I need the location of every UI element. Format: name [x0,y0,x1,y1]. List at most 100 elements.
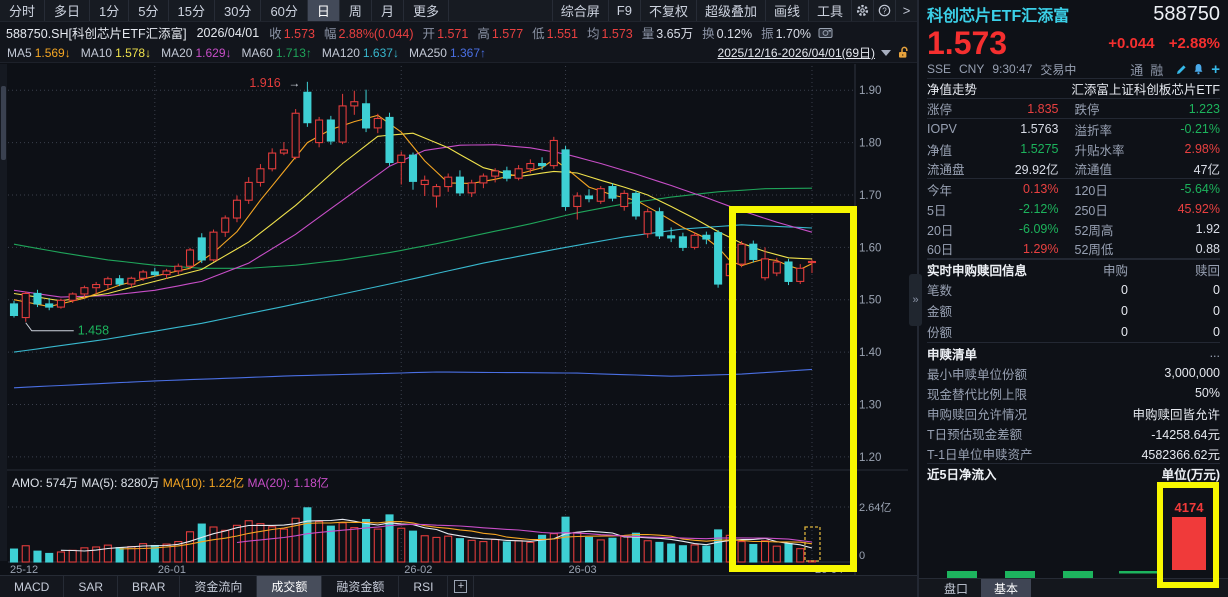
stat-label: 跌停 [1074,103,1100,117]
toolbar-button[interactable]: 不复权 [639,0,696,21]
panel-tab[interactable]: 基本 [981,579,1032,597]
stat-label: 涨停 [927,103,953,117]
period-tab[interactable]: 分时 [0,0,46,21]
price-change: +0.044 +2.88% [1098,35,1220,52]
redemption-row: 申购赎回允许情况 申购赎回皆允许 [927,403,1220,423]
change-absolute: +0.044 [1108,34,1155,52]
ma-value: 1.578↓ [115,45,152,60]
indicator-tab[interactable]: 资金流向 [180,576,258,597]
stat-value: 1.5275 [1020,142,1059,156]
ma-value: 1.713↑ [275,45,312,60]
indicator-tab[interactable]: BRAR [118,576,181,597]
field-label: 振 [761,27,774,41]
ma-value: 1.367↑ [449,45,487,60]
more-ellipsis[interactable]: ... [1209,346,1220,360]
help-icon[interactable]: ? [873,0,895,21]
stat-label: 升贴水率 [1074,143,1125,158]
security-code: 588750 [1153,3,1220,25]
svg-text:26-04: 26-04 [815,564,843,575]
edit-pencil-icon[interactable] [1176,64,1187,75]
subscription-title: 实时申购赎回信息 [927,264,1028,278]
subscription-row: 金额 0 0 [927,300,1220,321]
add-watchlist-icon[interactable]: + [1211,60,1220,78]
toolbar-button[interactable]: 画线 [764,0,808,21]
indicator-tab[interactable]: RSI [399,576,449,597]
svg-text:1.90: 1.90 [859,85,881,97]
screenshot-icon[interactable] [818,26,834,39]
period-tab[interactable]: 1分 [90,0,130,21]
panel-tab[interactable]: 盘口 [944,581,969,596]
ma-value: 1.569↓ [34,45,71,60]
svg-text:1.50: 1.50 [859,295,881,307]
stat-value: 29.92亿 [1014,163,1059,177]
subscription-row: 笔数 0 0 [927,279,1220,300]
row-value: 0 [1121,324,1128,339]
trading-status: 交易中 [1040,62,1077,77]
left-scrollbar[interactable] [0,64,7,561]
quote-field: 幅 2.88%(0.044) [324,27,414,41]
field-label: 高 [477,27,490,41]
period-tab[interactable]: 15分 [169,0,215,21]
toolbar-button[interactable]: 综合屏 [551,0,608,21]
indicator-tab[interactable]: 融资金额 [322,576,400,597]
stat-row: 净值 1.5275 升贴水率 2.98% [927,139,1220,159]
stat-label: 60日 [927,243,954,257]
indicator-tab[interactable]: SAR [64,576,119,597]
period-tab[interactable]: 60分 [261,0,308,21]
stat-value: 1.29% [1023,241,1059,256]
row-label: 笔数 [927,284,953,298]
toolbar-button[interactable]: 超级叠加 [695,0,765,21]
svg-text:AMO: 574万 MA(5): 8280万 MA(10: AMO: 574万 MA(5): 8280万 MA(10): 1.22亿 MA(… [12,475,329,490]
field-value: 1.573 [283,27,315,41]
ma-legend-item: MA120 1.637↓ [322,46,399,60]
period-tab[interactable]: 5分 [129,0,169,21]
fund-nav-row[interactable]: 净值走势 汇添富上证科创板芯片ETF [927,79,1220,99]
trade-date-label: 2026/04/01 [196,25,260,40]
period-tab[interactable]: 周 [340,0,372,21]
alert-bell-icon[interactable] [1193,63,1204,75]
indicator-tab[interactable]: 成交额 [257,576,323,597]
row-value: 50% [1194,386,1220,400]
period-tab[interactable]: 多日 [45,0,91,21]
svg-text:4174: 4174 [1175,500,1205,515]
svg-text:1.70: 1.70 [859,190,881,202]
date-range-link[interactable]: 2025/12/16-2026/04/01(69日) [717,46,875,60]
field-value: 1.577 [491,27,524,41]
svg-text:0: 0 [859,550,865,562]
field-value: 1.573 [601,27,633,41]
period-tab[interactable]: 日 [307,0,340,21]
redemption-row: 现金替代比例上限 50% [927,383,1220,403]
stat-value: -2.12% [1018,202,1059,216]
toolbar-button[interactable]: 工具 [807,0,851,21]
stat-label: 今年 [927,183,953,198]
stat-label: 净值 [927,143,953,158]
chevron-down-icon[interactable] [881,49,891,56]
field-value: 0.12% [716,27,753,41]
period-tab[interactable]: 更多 [404,0,449,21]
stat-label: 5日 [927,203,947,218]
panel-collapse-handle[interactable]: » [909,274,922,326]
scrollbar-thumb[interactable] [1,86,6,160]
add-indicator-button[interactable]: + [448,576,475,597]
indicator-tabbar: MACD SAR BRAR 资金流向 成交额 融资金额 RSI + [0,575,917,597]
stat-label: 20日 [927,223,954,238]
settings-gear-icon[interactable] [851,0,873,21]
row-label: 最小申赎单位份额 [927,367,1028,382]
svg-text:→: → [288,76,300,90]
stat-value: -5.64% [1180,182,1220,196]
stats-grid: 涨停 1.835 跌停 1.223 IOPV 1.5763 溢折率 -0.21% 净值 1.527… [927,99,1220,259]
period-tab[interactable]: 月 [372,0,404,21]
redemption-header[interactable]: 申赎清单... [927,342,1220,363]
expand-chevron-icon[interactable]: > [895,0,917,21]
indicator-tab[interactable]: MACD [0,576,65,597]
period-tab[interactable]: 30分 [215,0,262,21]
toolbar-button[interactable]: F9 [607,0,640,21]
plus-icon: + [454,580,468,593]
unlock-icon[interactable] [897,46,910,59]
svg-text:?: ? [882,6,887,15]
field-value: 1.551 [546,27,578,41]
daily-kline-chart[interactable]: 1.90 1.80 1.70 1.60 1.50 1.40 1.30 1.20 25-12 26-… [0,64,917,575]
row-label: 现金替代比例上限 [927,387,1028,402]
stat-row: 流通盘 29.92亿 流通值 47亿 [927,159,1220,179]
